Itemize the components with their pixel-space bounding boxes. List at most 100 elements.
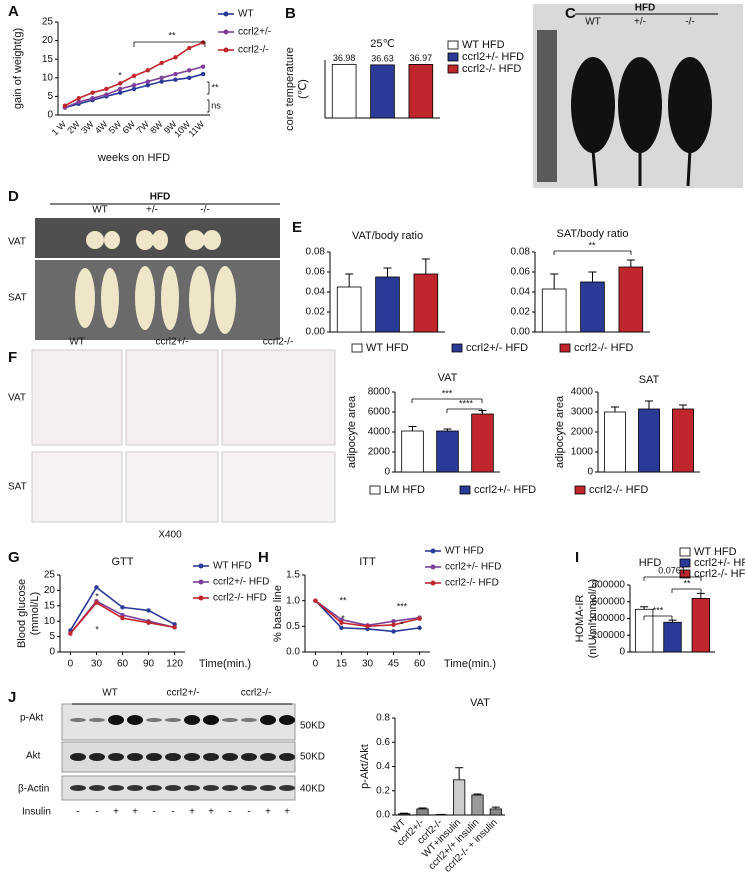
y-tick-label: 2000: [368, 447, 391, 458]
y-axis-label: p-Akt/Akt: [359, 744, 371, 789]
y-axis-label: % base line: [272, 585, 284, 642]
legend-swatch: [574, 485, 586, 495]
photo-column: -/-: [200, 205, 209, 216]
x-tick-label: 0: [313, 659, 319, 670]
y-tick-label: 3000: [571, 407, 594, 418]
point: [173, 77, 178, 82]
x-axis-label: Time(min.): [199, 658, 251, 670]
point: [120, 605, 125, 610]
y-tick-label: 800000: [592, 580, 626, 591]
bar: [336, 286, 362, 333]
annotation: *: [95, 591, 99, 601]
y-tick-label: 0.06: [511, 267, 531, 278]
lane-sign: -: [95, 807, 98, 818]
photo-column: +/-: [634, 17, 646, 28]
point: [187, 68, 192, 73]
legend-label: WT: [238, 9, 254, 20]
legend-label: ccrl2+/- HFD: [462, 51, 524, 63]
y-tick-label: 10: [44, 616, 56, 627]
y-tick-label: 0.04: [511, 287, 531, 298]
band: [127, 715, 143, 725]
annotation: **: [211, 82, 219, 92]
chart-title: VAT: [438, 372, 458, 384]
y-axis-label: (mmol/L): [29, 592, 41, 635]
blot-treatment: Insulin: [22, 807, 51, 818]
point: [200, 64, 206, 69]
band: [241, 785, 257, 791]
chart-title: VAT: [470, 697, 490, 709]
legend-swatch: [369, 485, 381, 495]
lane-sign: -: [76, 807, 79, 818]
point: [313, 598, 318, 603]
x-tick-label: 15: [336, 659, 348, 670]
histology-row: VAT: [8, 393, 26, 404]
band: [127, 753, 143, 761]
y-tick-label: 25: [44, 570, 56, 581]
legend-label: ccrl2-/- HFD: [574, 342, 633, 354]
y-tick-label: 0.0: [376, 810, 390, 821]
point: [146, 608, 151, 613]
band: [146, 718, 162, 722]
point: [104, 86, 109, 92]
lane-sign: +: [113, 807, 119, 818]
legend-swatch: [459, 485, 471, 495]
y-tick-label: 0: [49, 647, 55, 658]
legend-label: ccrl2+/-: [238, 27, 271, 38]
bar: [471, 794, 484, 816]
y-tick-label: 0.02: [306, 307, 326, 318]
legend-marker: [223, 29, 229, 35]
legend-swatch: [351, 343, 363, 353]
y-tick-label: 4000: [368, 427, 391, 438]
point: [172, 625, 177, 630]
bar: [489, 808, 502, 816]
blot-group: ccrl2-/-: [241, 688, 272, 699]
x-tick-label: 60: [414, 659, 426, 670]
y-tick-label: 0.02: [511, 307, 531, 318]
band: [279, 785, 295, 791]
lane-sign: -: [228, 807, 231, 818]
band: [89, 785, 105, 791]
lane-sign: -: [171, 807, 174, 818]
legend-label: ccrl2+/- HFD: [474, 484, 536, 496]
lane-sign: +: [208, 807, 214, 818]
band: [89, 718, 105, 722]
band: [165, 753, 181, 761]
legend-label: ccrl2-/- HFD: [213, 593, 267, 604]
lane-sign: -: [152, 807, 155, 818]
point: [62, 103, 68, 108]
x-tick-label: 45: [388, 659, 400, 670]
point: [391, 629, 396, 634]
point: [68, 631, 73, 636]
point: [339, 620, 344, 625]
panel-letter: B: [285, 5, 296, 22]
point: [365, 624, 370, 629]
legend-label: ccrl2+/- HFD: [445, 562, 501, 573]
x-tick-label: 120: [166, 659, 183, 670]
point: [391, 619, 396, 624]
y-tick-label: 400000: [592, 613, 626, 624]
legend-label: ccrl2-/- HFD: [445, 578, 499, 589]
bar: [453, 779, 466, 816]
annotation: **: [168, 30, 176, 40]
legend-marker: [198, 563, 204, 569]
legend-label: ccrl2+/- HFD: [213, 577, 269, 588]
y-tick-label: 0.08: [511, 247, 531, 258]
band: [184, 753, 200, 761]
annotation: ***: [397, 601, 408, 611]
legend-swatch: [679, 569, 691, 579]
annotation: 0.0761: [658, 565, 686, 575]
blot-group: WT: [102, 688, 118, 699]
data-label: 36.97: [410, 53, 433, 63]
bar: [638, 408, 660, 473]
y-tick-label: 0.2: [376, 785, 390, 796]
y-axis-label: gain of weight(g): [12, 28, 24, 109]
bar: [401, 430, 424, 473]
y-tick-label: 0.08: [306, 247, 326, 258]
y-tick-label: 10: [42, 72, 54, 83]
blot-row: p-Akt: [20, 713, 44, 724]
legend-label: WT HFD: [445, 546, 484, 557]
legend-label: WT HFD: [694, 546, 737, 558]
point: [76, 96, 81, 101]
point: [200, 71, 206, 77]
point: [187, 75, 192, 81]
